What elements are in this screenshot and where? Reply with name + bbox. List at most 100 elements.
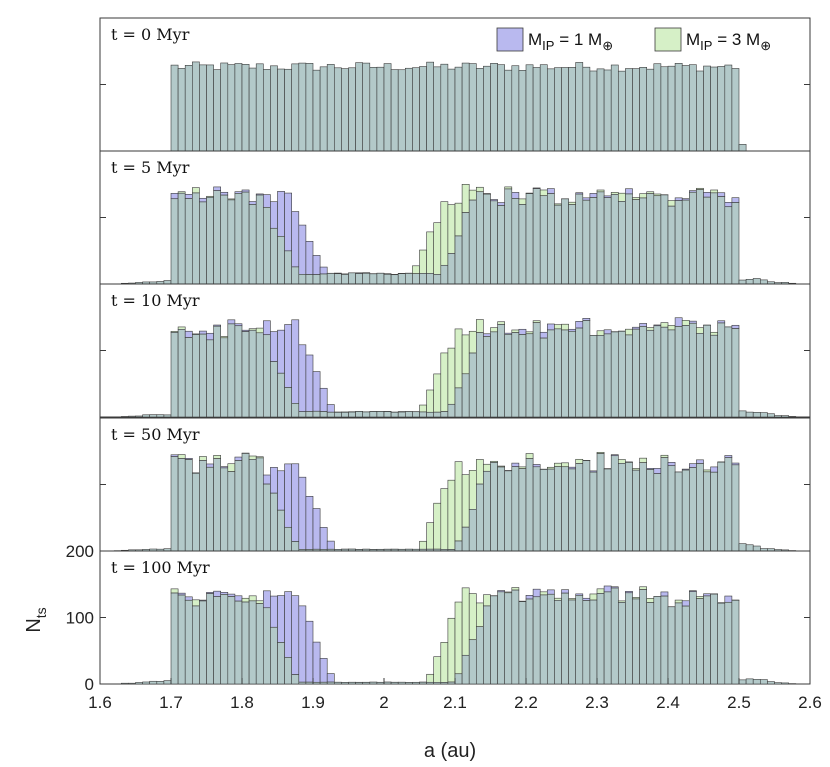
histogram-bar xyxy=(475,459,484,485)
histogram-bar xyxy=(383,273,392,285)
histogram-bar xyxy=(688,322,697,418)
histogram-bar xyxy=(610,587,619,685)
histogram-bar xyxy=(390,682,399,685)
histogram-bar xyxy=(539,195,548,285)
histogram-bar xyxy=(596,593,605,685)
histogram-bar xyxy=(525,458,534,552)
histogram-bar xyxy=(277,235,285,285)
histogram-bar xyxy=(447,68,456,152)
histogram-bar xyxy=(483,463,491,472)
histogram-bar xyxy=(561,323,569,331)
histogram-bar xyxy=(284,526,293,552)
histogram-bar xyxy=(170,193,179,200)
histogram-bar xyxy=(376,272,385,285)
histogram-bar xyxy=(234,595,243,602)
histogram-bar xyxy=(731,68,740,152)
histogram-bar xyxy=(511,65,520,152)
histogram-bar xyxy=(568,599,576,685)
histogram-bar xyxy=(135,415,143,418)
histogram-bar xyxy=(298,605,307,683)
histogram-bar xyxy=(248,67,257,152)
histogram-bar xyxy=(589,197,598,285)
histogram-bar xyxy=(454,673,463,685)
histogram-bar xyxy=(206,64,214,152)
histogram-bar xyxy=(419,411,427,418)
histogram-bar xyxy=(653,468,662,474)
histogram-bar xyxy=(788,416,797,418)
histogram-bar xyxy=(426,273,435,285)
histogram-bar xyxy=(376,682,385,685)
histogram-bar xyxy=(639,457,647,463)
histogram-bar xyxy=(362,682,371,685)
histogram-bar xyxy=(412,682,420,685)
histogram-bar xyxy=(681,65,690,152)
histogram-bar xyxy=(632,68,640,152)
histogram-bar xyxy=(688,467,697,552)
panel-time-label: t = 100 Myr xyxy=(111,558,210,577)
histogram-bar xyxy=(454,328,463,389)
x-tick-label: 2.2 xyxy=(514,693,538,712)
panels: t = 0 Myr t = 5 Myr t = 10 Myr t = 50 Myr t … xyxy=(99,17,811,685)
histogram-bar xyxy=(177,594,186,685)
histogram-bar xyxy=(433,66,442,152)
histogram-bar xyxy=(326,411,335,418)
histogram-bar xyxy=(170,198,179,285)
histogram-bar xyxy=(220,337,229,418)
histogram-bar xyxy=(589,70,598,152)
histogram-bar xyxy=(646,193,655,285)
histogram-bar xyxy=(319,387,328,412)
y-axis-label-main: N xyxy=(23,618,45,632)
x-tick-label: 2.5 xyxy=(727,693,751,712)
histogram-bar xyxy=(674,197,683,201)
histogram-bar xyxy=(454,461,463,542)
histogram-bar xyxy=(291,266,300,285)
histogram-bar xyxy=(490,327,498,333)
histogram-bar xyxy=(433,411,442,418)
histogram-bar xyxy=(568,67,576,152)
histogram-bar xyxy=(561,329,569,418)
histogram-bar xyxy=(241,331,250,418)
histogram-bar xyxy=(440,411,449,418)
histogram-bar xyxy=(717,192,726,197)
histogram-bar xyxy=(632,199,640,285)
histogram-bar xyxy=(397,681,406,685)
histogram-bar xyxy=(781,415,789,418)
histogram-bar xyxy=(433,656,442,683)
histogram-bar xyxy=(639,589,647,685)
histogram-bar xyxy=(262,483,271,552)
histogram-bar xyxy=(248,204,257,285)
histogram-bar xyxy=(319,411,328,418)
histogram-bar xyxy=(291,674,300,685)
histogram-bar xyxy=(610,64,619,152)
panel-0: t = 0 Myr xyxy=(99,17,811,152)
histogram-bar xyxy=(617,602,626,685)
histogram-bar xyxy=(213,596,222,685)
histogram-bar xyxy=(192,187,200,194)
histogram-bar xyxy=(461,587,470,656)
histogram-bar xyxy=(546,593,555,685)
x-axis: 1.6 1.7 1.8 1.9 2 2.1 2.2 2.3 2.4 2.5 2.6 xyxy=(88,678,822,712)
histogram-bar xyxy=(326,681,335,685)
histogram-bar xyxy=(568,328,576,332)
histogram-bar xyxy=(262,607,271,685)
histogram-bar xyxy=(248,600,257,685)
histogram-bar xyxy=(262,207,271,285)
histogram-bar xyxy=(262,194,271,208)
histogram-bar xyxy=(284,192,293,252)
histogram-bar xyxy=(525,193,534,285)
histogram-bar xyxy=(262,320,271,336)
histogram-bar xyxy=(390,274,399,285)
histogram-bar xyxy=(653,596,662,685)
histogram-bar xyxy=(284,387,293,418)
histogram-bar xyxy=(660,591,669,597)
histogram-bar xyxy=(234,460,243,552)
histogram-bar xyxy=(575,595,584,685)
histogram-bar xyxy=(625,334,633,418)
histogram-bar xyxy=(532,588,541,598)
histogram-bar xyxy=(390,69,399,152)
histogram-bar xyxy=(539,64,548,152)
histogram-bar xyxy=(561,462,569,468)
histogram-bar xyxy=(135,682,143,685)
x-tick-label: 1.6 xyxy=(88,693,112,712)
histogram-bar xyxy=(724,457,733,552)
